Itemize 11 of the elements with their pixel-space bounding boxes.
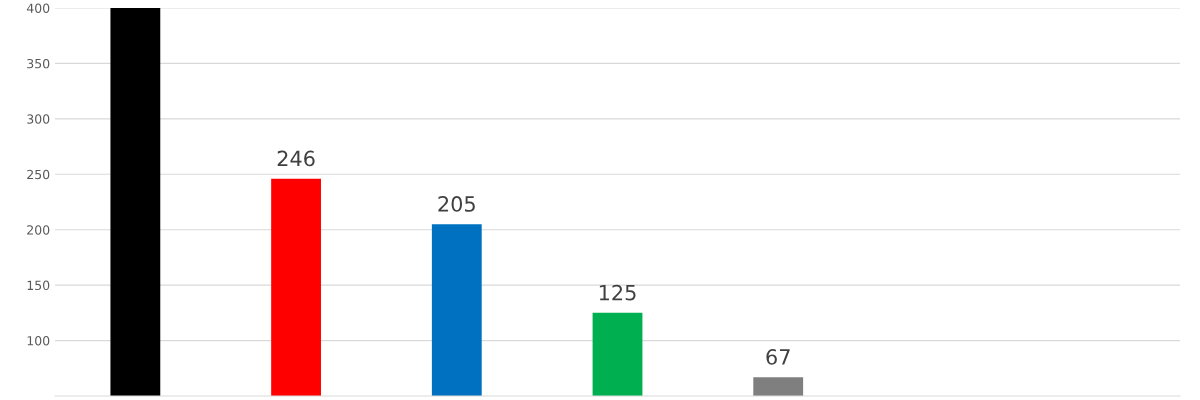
y-tick-label: 150 <box>27 280 50 291</box>
data-label: 205 <box>438 196 475 212</box>
y-tick-label: 350 <box>27 58 50 69</box>
y-tick-label: 100 <box>27 336 50 346</box>
data-label: 67 <box>766 349 790 365</box>
y-tick-label: 250 <box>27 169 50 180</box>
data-label: 246 <box>277 150 315 167</box>
y-tick-label: 300 <box>27 114 50 124</box>
y-tick-label: 200 <box>27 225 50 235</box>
y-tick-label: 400 <box>26 3 50 13</box>
data-label: 125 <box>599 284 636 301</box>
